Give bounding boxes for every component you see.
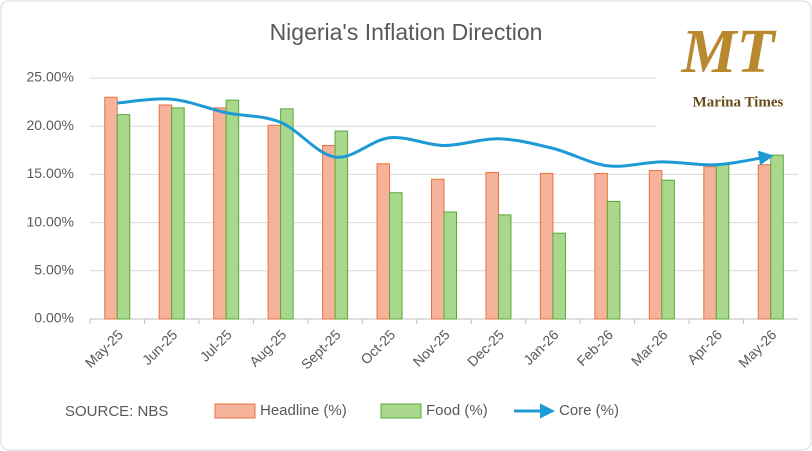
bar xyxy=(757,164,772,320)
legend-label: Food (%) xyxy=(426,402,488,419)
bar xyxy=(334,130,349,320)
bar xyxy=(280,108,294,320)
bar xyxy=(267,124,282,320)
logo-box xyxy=(657,4,799,132)
bar xyxy=(171,107,185,320)
bar xyxy=(552,232,566,320)
y-tick-label: 5.00% xyxy=(34,262,74,278)
bar xyxy=(213,107,227,320)
bar xyxy=(376,163,391,320)
logo-mark: MT xyxy=(681,18,777,86)
bar xyxy=(648,170,663,320)
bar xyxy=(606,200,621,320)
bar xyxy=(770,154,784,320)
bar xyxy=(715,163,730,320)
bar xyxy=(703,166,717,320)
legend-label: Headline (%) xyxy=(260,402,347,419)
bar xyxy=(443,211,457,320)
y-tick-label: 25.00% xyxy=(27,69,74,85)
y-tick-label: 20.00% xyxy=(27,117,74,133)
source: SOURCE: NBS xyxy=(65,403,168,420)
bar xyxy=(497,214,512,320)
bar xyxy=(389,192,403,320)
legend-label: Core (%) xyxy=(559,402,619,419)
bar xyxy=(661,179,675,320)
bar xyxy=(594,172,608,320)
y-tick-label: 15.00% xyxy=(27,165,74,181)
logo-name: Marina Times xyxy=(693,94,784,110)
bar xyxy=(322,144,336,320)
line xyxy=(117,97,774,168)
chart-title: Nigeria's Inflation Direction xyxy=(270,19,543,45)
bar xyxy=(485,171,499,320)
legend-swatch xyxy=(380,403,422,419)
legend-swatch xyxy=(214,403,256,419)
bar xyxy=(225,99,240,320)
logo: MT Marina Times xyxy=(657,4,799,132)
bar xyxy=(539,172,554,320)
bar xyxy=(104,96,118,320)
bar xyxy=(116,114,131,320)
bar xyxy=(431,178,445,320)
y-tick-label: 0.00% xyxy=(34,310,74,326)
bar xyxy=(158,104,173,320)
y-tick-label: 10.00% xyxy=(27,213,74,229)
